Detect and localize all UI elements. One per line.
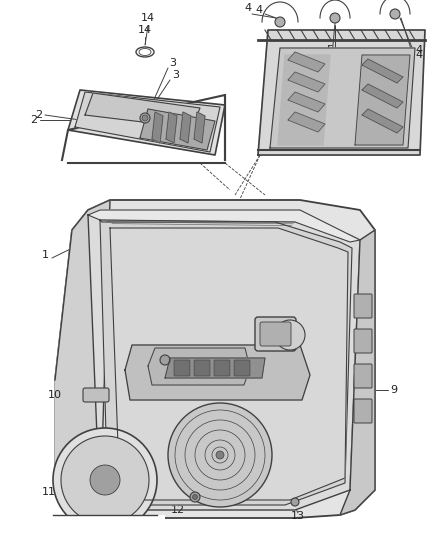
Text: 5: 5 (326, 45, 333, 55)
Circle shape (190, 492, 200, 502)
FancyBboxPatch shape (174, 360, 190, 376)
Polygon shape (362, 59, 403, 83)
FancyBboxPatch shape (194, 360, 210, 376)
Text: 11: 11 (42, 487, 56, 497)
Polygon shape (288, 112, 325, 132)
Text: 3: 3 (170, 58, 177, 68)
Circle shape (90, 465, 120, 495)
FancyBboxPatch shape (214, 360, 230, 376)
Text: 4: 4 (244, 3, 251, 13)
Text: 12: 12 (171, 505, 185, 515)
Text: 4: 4 (255, 5, 262, 15)
Polygon shape (68, 90, 225, 155)
Text: 4: 4 (415, 50, 422, 60)
Circle shape (275, 17, 285, 27)
FancyBboxPatch shape (234, 360, 250, 376)
Circle shape (216, 451, 224, 459)
Polygon shape (88, 215, 360, 510)
Text: 2: 2 (35, 110, 42, 120)
Polygon shape (75, 92, 220, 152)
FancyBboxPatch shape (354, 364, 372, 388)
Polygon shape (55, 200, 375, 518)
Polygon shape (180, 112, 191, 143)
Polygon shape (340, 230, 375, 515)
Bar (45, 515, 165, 533)
Polygon shape (165, 358, 265, 378)
Circle shape (142, 115, 148, 121)
Text: 2: 2 (30, 115, 37, 125)
FancyBboxPatch shape (83, 388, 109, 402)
Circle shape (275, 320, 305, 350)
Polygon shape (140, 109, 215, 150)
Polygon shape (355, 55, 410, 145)
FancyBboxPatch shape (354, 399, 372, 423)
Text: 1: 1 (42, 250, 49, 260)
Polygon shape (100, 220, 352, 505)
Polygon shape (288, 52, 325, 72)
Polygon shape (110, 228, 348, 500)
Text: 3: 3 (172, 70, 179, 80)
Polygon shape (125, 345, 310, 400)
Text: 14: 14 (141, 13, 155, 23)
Polygon shape (258, 30, 425, 155)
Text: 8: 8 (125, 335, 132, 345)
Circle shape (53, 428, 157, 532)
Text: 5: 5 (332, 50, 339, 60)
Text: 9: 9 (390, 385, 397, 395)
Circle shape (160, 355, 170, 365)
Polygon shape (270, 48, 415, 148)
Polygon shape (362, 84, 403, 108)
Circle shape (390, 9, 400, 19)
Polygon shape (288, 92, 325, 112)
Circle shape (192, 495, 198, 499)
FancyBboxPatch shape (260, 322, 291, 346)
Polygon shape (166, 112, 177, 143)
Text: 13: 13 (291, 511, 305, 521)
Text: 6: 6 (239, 290, 246, 300)
Circle shape (168, 403, 272, 507)
Polygon shape (278, 55, 330, 145)
Polygon shape (88, 210, 360, 242)
Polygon shape (55, 200, 110, 518)
Circle shape (61, 436, 149, 524)
Polygon shape (194, 112, 205, 143)
FancyBboxPatch shape (354, 329, 372, 353)
Text: 10: 10 (48, 390, 62, 400)
Circle shape (291, 498, 299, 506)
Polygon shape (148, 348, 250, 385)
Polygon shape (288, 72, 325, 92)
Text: 14: 14 (138, 25, 152, 35)
Polygon shape (152, 112, 163, 143)
FancyBboxPatch shape (354, 294, 372, 318)
FancyBboxPatch shape (255, 317, 296, 351)
Polygon shape (85, 93, 200, 128)
Text: 4: 4 (415, 45, 422, 55)
Polygon shape (362, 109, 403, 133)
Circle shape (140, 113, 150, 123)
Circle shape (330, 13, 340, 23)
